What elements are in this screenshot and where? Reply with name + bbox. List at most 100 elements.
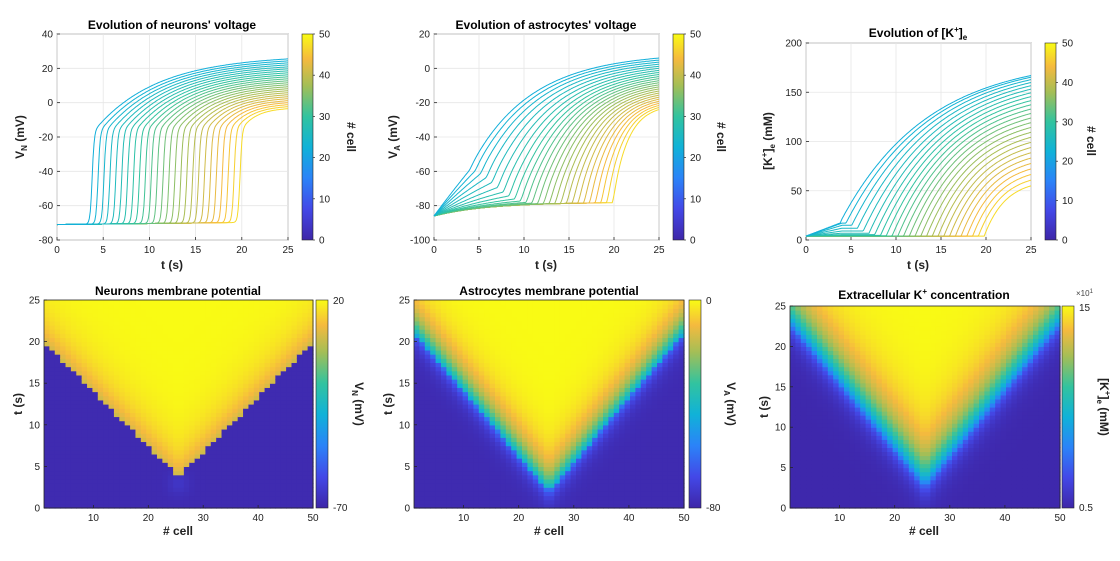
- heatmap-cell: [60, 420, 67, 426]
- heatmap-cell: [414, 412, 420, 418]
- heatmap-cell: [484, 437, 491, 443]
- heatmap-cell: [183, 345, 190, 351]
- heatmap-cell: [232, 333, 239, 339]
- heatmap-cell: [489, 483, 496, 488]
- heatmap-cell: [248, 478, 255, 484]
- heatmap-cell: [419, 420, 426, 426]
- heatmap-cell: [430, 458, 437, 463]
- heatmap-cell: [597, 387, 604, 393]
- heatmap-cell: [640, 333, 647, 339]
- heatmap-cell: [597, 370, 604, 376]
- heatmap-cell: [275, 428, 282, 434]
- heatmap-cell: [640, 312, 647, 318]
- heatmap-cell: [473, 466, 480, 472]
- heatmap-cell: [146, 324, 153, 330]
- heatmap-cell: [189, 312, 196, 318]
- heatmap-cell: [543, 437, 550, 443]
- heatmap-cell: [478, 474, 485, 480]
- heatmap-cell: [559, 320, 566, 326]
- heatmap-cell: [205, 470, 212, 476]
- heatmap-cell: [516, 358, 523, 363]
- y-label-main: [K: [761, 157, 775, 170]
- heatmap-cell: [302, 379, 309, 384]
- heatmap-cell: [516, 453, 523, 459]
- heatmap-cell: [70, 358, 77, 363]
- heatmap-cell: [307, 433, 314, 438]
- heatmap-cell: [216, 316, 223, 322]
- heatmap-cell: [232, 383, 239, 388]
- heatmap-cell: [516, 324, 523, 330]
- heatmap-cell: [173, 383, 180, 388]
- heatmap-cell: [302, 428, 309, 434]
- heatmap-cell: [269, 399, 276, 405]
- heatmap-cell: [205, 370, 212, 376]
- heatmap-cell: [243, 358, 250, 363]
- heatmap-cell: [189, 487, 196, 492]
- heatmap-cell: [495, 387, 501, 393]
- heatmap-cell: [484, 320, 491, 326]
- heatmap-cell: [451, 304, 458, 309]
- heatmap-cell: [511, 424, 518, 430]
- heatmap-cell: [603, 312, 609, 318]
- heatmap-cell: [54, 499, 61, 505]
- heatmap-cell: [511, 453, 518, 459]
- heatmap-cell: [296, 437, 303, 443]
- heatmap-cell: [130, 412, 137, 418]
- heatmap-cell: [156, 383, 163, 388]
- heatmap-cell: [200, 349, 206, 355]
- heatmap-cell: [451, 495, 458, 501]
- heatmap-cell: [296, 316, 303, 322]
- heatmap-cell: [457, 329, 464, 334]
- heatmap-cell: [613, 412, 620, 418]
- heatmap-cell: [221, 487, 228, 492]
- heatmap-cell: [54, 466, 61, 472]
- heatmap-cell: [613, 308, 620, 314]
- heatmap-cell: [516, 474, 523, 480]
- heatmap-cell: [414, 308, 420, 314]
- heatmap-cell: [156, 324, 163, 330]
- heatmap-cell: [581, 379, 588, 384]
- heatmap-cell: [232, 379, 239, 384]
- heatmap-cell: [500, 308, 507, 314]
- heatmap-cell: [592, 354, 599, 359]
- heatmap-cell: [424, 470, 431, 476]
- heatmap-cell: [167, 349, 174, 355]
- heatmap-cell: [570, 300, 577, 305]
- heatmap-cell: [103, 449, 110, 455]
- heatmap-cell: [608, 478, 615, 484]
- heatmap-cell: [441, 412, 447, 418]
- heatmap-cell: [543, 370, 550, 376]
- heatmap-cell: [183, 466, 190, 472]
- heatmap-cell: [87, 379, 94, 384]
- heatmap-cell: [473, 383, 480, 388]
- heatmap-cell: [495, 453, 501, 459]
- heatmap-cell: [522, 483, 528, 488]
- heatmap-cell: [597, 312, 604, 318]
- heatmap-cell: [624, 304, 631, 309]
- heatmap-cell: [559, 491, 566, 497]
- heatmap-cell: [457, 503, 464, 509]
- heatmap-cell: [597, 491, 604, 497]
- heatmap-cell: [559, 374, 566, 380]
- heatmap-cell: [473, 478, 480, 484]
- heatmap-cell: [559, 312, 566, 318]
- heatmap-cell: [592, 416, 599, 422]
- heatmap-cell: [511, 428, 518, 434]
- heatmap-cell: [173, 437, 180, 443]
- heatmap-cell: [97, 453, 104, 459]
- heatmap-cell: [302, 416, 309, 422]
- heatmap-cell: [527, 424, 534, 430]
- heatmap-cell: [414, 374, 420, 380]
- heatmap-cell: [259, 300, 266, 305]
- heatmap-cell: [65, 341, 72, 347]
- heatmap-cell: [189, 433, 196, 438]
- heatmap-cell: [205, 453, 212, 459]
- heatmap-cell: [253, 462, 260, 467]
- heatmap-cell: [200, 453, 206, 459]
- heatmap-cell: [302, 420, 309, 426]
- heatmap-cell: [307, 470, 314, 476]
- heatmap-cell: [264, 312, 271, 318]
- y-label-unit: (mM): [761, 112, 775, 144]
- heatmap-cell: [630, 399, 636, 405]
- heatmap-cell: [608, 379, 615, 384]
